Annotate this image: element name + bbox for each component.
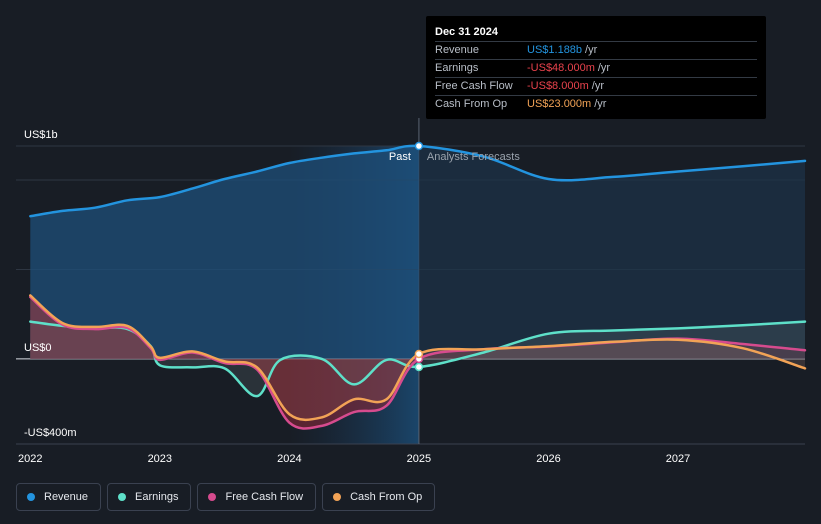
- x-tick-label: 2022: [18, 453, 42, 465]
- legend-label: Revenue: [44, 491, 89, 503]
- tooltip-label: Free Cash Flow: [435, 80, 513, 92]
- legend-dot-icon: [118, 493, 127, 501]
- tooltip-unit: /yr: [585, 44, 598, 56]
- tooltip-unit: /yr: [597, 62, 611, 74]
- cash-from-op-line: [29, 294, 807, 422]
- tooltip-value: -US$8.000m: [527, 80, 589, 92]
- cash-from-op-marker: [414, 349, 424, 359]
- revenue-area-past: [30, 145, 419, 359]
- legend-dot-icon: [208, 493, 217, 501]
- legend-item-revenue[interactable]: Revenue: [16, 483, 102, 511]
- tooltip-label: Revenue: [435, 44, 480, 56]
- tooltip-value: US$1.188b: [527, 44, 583, 56]
- x-tick-label: 2024: [277, 453, 301, 465]
- x-tick-label: 2026: [536, 453, 560, 465]
- forecast-label: Analysts Forecasts: [427, 151, 520, 163]
- tooltip-label: Cash From Op: [435, 98, 508, 110]
- tooltip-row-free-cash-flow: Free Cash Flow -US$8.000m /yr: [435, 77, 757, 95]
- legend-dot-icon: [27, 493, 35, 501]
- legend-label: Free Cash Flow: [225, 491, 304, 503]
- revenue-line: [29, 144, 807, 218]
- revenue-marker: [414, 141, 424, 151]
- legend-item-free-cash-flow[interactable]: Free Cash Flow: [197, 483, 317, 511]
- tooltip-label: Earnings: [435, 62, 479, 74]
- x-tick-label: 2023: [148, 453, 172, 465]
- tooltip-value: US$23.000m: [527, 98, 592, 110]
- tooltip: Dec 31 2024 Revenue US$1.188b /yr Earnin…: [426, 16, 766, 119]
- legend-item-earnings[interactable]: Earnings: [107, 483, 192, 511]
- past-label: Past: [389, 151, 411, 163]
- legend-dot-icon: [333, 493, 342, 501]
- y-tick-label: US$0: [24, 342, 52, 354]
- legend: Revenue Earnings Free Cash Flow Cash Fro…: [16, 483, 436, 511]
- tooltip-value: -US$48.000m: [527, 62, 595, 74]
- tooltip-row-earnings: Earnings -US$48.000m /yr: [435, 59, 757, 77]
- tooltip-unit: /yr: [591, 80, 604, 92]
- tooltip-title: Dec 31 2024: [435, 26, 498, 38]
- y-tick-label: US$1b: [24, 129, 58, 141]
- tooltip-unit: /yr: [594, 98, 607, 110]
- tooltip-row-revenue: Revenue US$1.188b /yr: [435, 41, 757, 59]
- revenue-area-forecast: [418, 146, 805, 359]
- x-tick-label: 2027: [666, 453, 690, 465]
- legend-label: Earnings: [135, 491, 179, 503]
- earnings-marker: [414, 362, 424, 372]
- tooltip-row-cash-from-op: Cash From Op US$23.000m /yr: [435, 95, 757, 113]
- legend-item-cash-from-op[interactable]: Cash From Op: [322, 483, 436, 511]
- y-tick-label: -US$400m: [24, 427, 77, 439]
- legend-label: Cash From Op: [350, 491, 423, 503]
- x-tick-label: 2025: [407, 453, 431, 465]
